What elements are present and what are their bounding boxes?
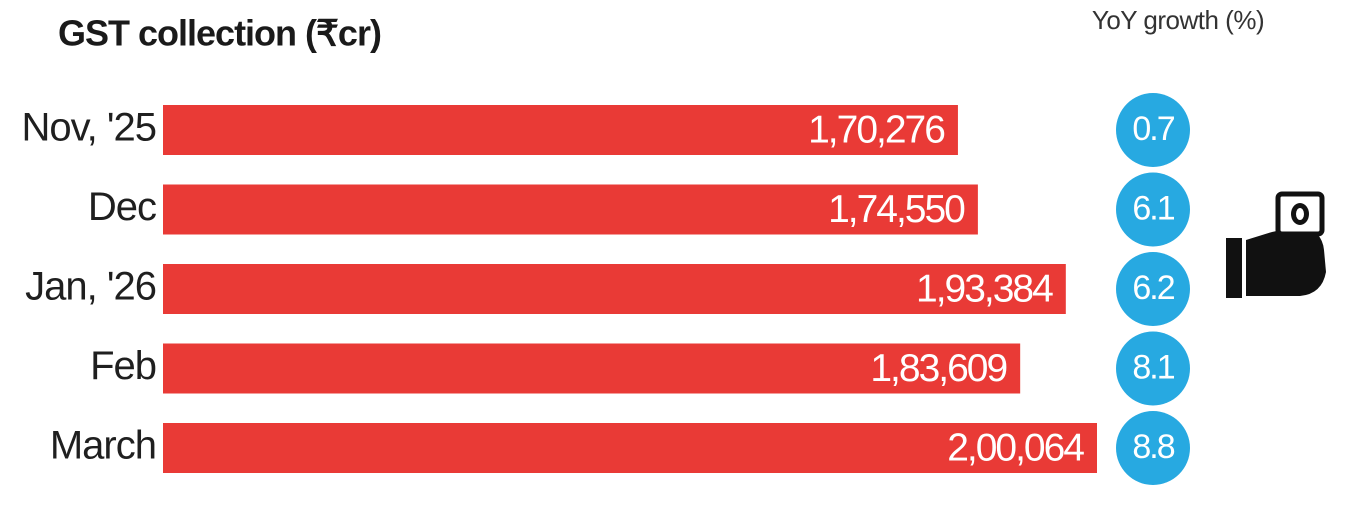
- category-label: Nov, '25: [21, 106, 156, 150]
- growth-label: 6.1: [1132, 189, 1174, 227]
- value-label: 1,74,550: [828, 188, 965, 231]
- value-label: 2,00,064: [947, 426, 1084, 469]
- value-label: 1,93,384: [916, 267, 1053, 310]
- bar: [163, 184, 978, 235]
- category-label: Jan, '26: [25, 265, 156, 309]
- money-hand-icon: [1226, 191, 1326, 298]
- category-label: Feb: [90, 344, 156, 388]
- bar: [163, 264, 1066, 314]
- growth-label: 8.8: [1132, 428, 1174, 466]
- chart-title: GST collection (₹cr): [58, 13, 381, 54]
- growth-label: 0.7: [1132, 110, 1174, 148]
- bar: [163, 105, 958, 155]
- bar: [163, 423, 1097, 473]
- growth-badge: [1116, 93, 1190, 167]
- value-label: 1,83,609: [870, 347, 1006, 390]
- category-label: Dec: [88, 185, 156, 229]
- growth-title: YoY growth (%): [1092, 5, 1264, 35]
- category-label: March: [50, 424, 156, 468]
- growth-badge: [1116, 252, 1190, 326]
- growth-label: 8.1: [1132, 348, 1174, 386]
- value-label: 1,70,276: [808, 108, 944, 151]
- growth-label: 6.2: [1132, 269, 1174, 307]
- bar: [163, 343, 1021, 394]
- growth-badge: [1116, 172, 1190, 247]
- growth-badge: [1116, 411, 1190, 485]
- growth-badge: [1116, 331, 1190, 406]
